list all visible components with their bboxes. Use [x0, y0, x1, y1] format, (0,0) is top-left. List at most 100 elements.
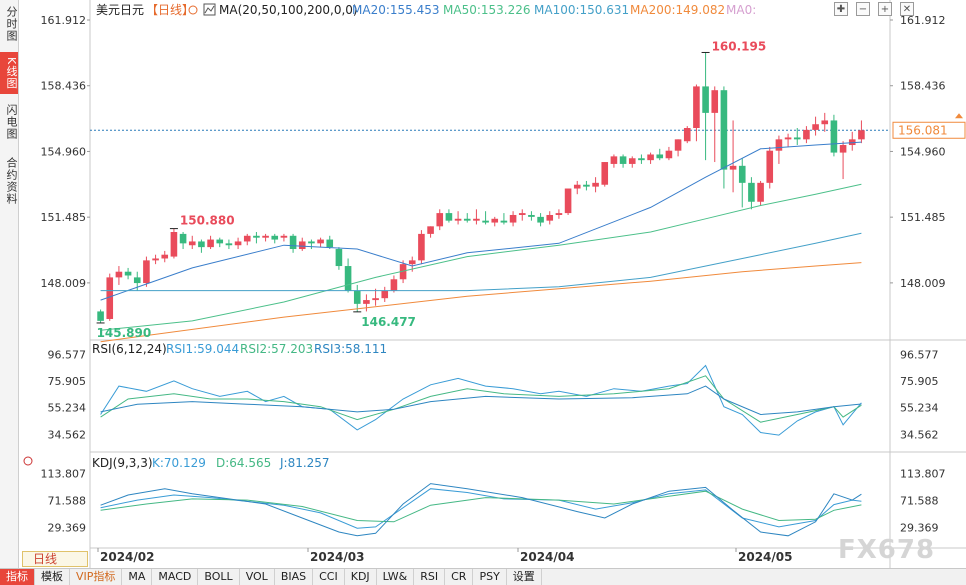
indicator-tab-cci[interactable]: CCI	[313, 569, 345, 585]
y-tick-label-right: 161.912	[900, 14, 946, 27]
candle-body	[280, 235, 288, 238]
candle-body	[399, 264, 407, 280]
close-icon[interactable]: ✕	[900, 2, 914, 16]
candle-body	[757, 182, 764, 202]
x-tick-label: 2024/02	[100, 550, 154, 564]
kdj-params-label: KDJ(9,3,3)	[92, 456, 153, 470]
indicator-tab-[interactable]: 设置	[507, 569, 542, 585]
candle-body	[619, 156, 627, 164]
period-button[interactable]: 日线	[22, 551, 88, 567]
candle-body	[170, 232, 178, 257]
candle-body	[647, 154, 654, 161]
candle-body	[693, 86, 700, 129]
x-tick-label: 2024/04	[520, 550, 574, 564]
tab-lightning[interactable]: 闪电图	[5, 104, 18, 140]
rsi-y-tick-right: 75.905	[900, 375, 939, 388]
tab-kline[interactable]: K线图	[0, 52, 18, 94]
price-annotation: 145.890	[97, 326, 152, 340]
rsi3-value: RSI3:58.111	[314, 342, 387, 356]
candle-body	[372, 298, 379, 301]
rsi-y-tick-right: 96.577	[900, 348, 939, 361]
plus-icon[interactable]: +	[878, 2, 892, 16]
minus-icon[interactable]: −	[856, 2, 870, 16]
y-tick-label: 158.436	[41, 80, 87, 93]
current-price-tag	[892, 121, 966, 139]
candle-body	[418, 233, 425, 261]
candle-body	[528, 214, 535, 217]
candle-body	[390, 279, 398, 291]
kdj-y-tick-right: 71.588	[900, 494, 939, 507]
tab-time-share[interactable]: 分时图	[5, 6, 18, 42]
candle-body	[408, 260, 416, 265]
candle-body	[683, 128, 691, 142]
candle-body	[702, 86, 709, 113]
indicator-tab-cr[interactable]: CR	[445, 569, 474, 585]
indicator-tab-[interactable]: 指标	[0, 569, 35, 585]
candle-body	[243, 235, 251, 242]
candle-body	[518, 213, 526, 215]
indicator-tab-psy[interactable]: PSY	[473, 569, 507, 585]
candle-body	[445, 213, 453, 221]
y-tick-label-right: 154.960	[900, 145, 946, 158]
indicator-tab-ma[interactable]: MA	[122, 569, 153, 585]
kdj-y-tick: 71.588	[48, 494, 87, 507]
candle-body	[133, 277, 141, 284]
candle-body	[803, 129, 810, 140]
y-tick-label: 154.960	[41, 145, 87, 158]
candle-body	[344, 266, 352, 291]
rsi-y-tick: 34.562	[48, 428, 87, 441]
candle-body	[674, 139, 682, 151]
candle-body	[253, 235, 260, 238]
candle-body	[500, 220, 508, 223]
candle-body	[812, 124, 819, 130]
candle-body	[161, 254, 169, 259]
indicator-tab-[interactable]: 模板	[35, 569, 70, 585]
kdj-line-j	[100, 483, 862, 537]
candle-body	[124, 271, 132, 276]
candle-body	[353, 290, 361, 304]
candle-body	[509, 214, 517, 223]
candle-body	[234, 241, 242, 246]
ma-line-ma200	[100, 262, 862, 343]
candle-body	[601, 162, 609, 185]
expand-icon[interactable]: ✚	[834, 2, 848, 16]
y-tick-label: 161.912	[41, 14, 87, 27]
candle-body	[216, 239, 224, 244]
tab-contract-info[interactable]: 合约资料	[5, 157, 18, 205]
kdj-y-tick: 29.369	[48, 521, 87, 534]
indicator-tab-macd[interactable]: MACD	[152, 569, 199, 585]
candle-body	[573, 184, 581, 189]
candle-body	[720, 90, 728, 170]
ma-line-ma100	[100, 232, 862, 292]
ma-line-ma50	[100, 183, 862, 331]
candle-body	[152, 258, 159, 261]
ma200-value: MA200:149.082	[630, 3, 725, 17]
candle-body	[775, 139, 783, 151]
indicator-tab-vol[interactable]: VOL	[240, 569, 275, 585]
candle-body	[308, 241, 315, 244]
candle-body	[427, 226, 434, 234]
rsi-line-rsi3	[100, 385, 862, 416]
candle-body	[555, 213, 563, 215]
kdj-line-k	[100, 488, 862, 529]
candle-body	[711, 90, 719, 113]
indicator-tab-kdj[interactable]: KDJ	[345, 569, 377, 585]
indicator-tab-bias[interactable]: BIAS	[275, 569, 314, 585]
indicator-tab-rsi[interactable]: RSI	[414, 569, 446, 585]
indicator-tab-boll[interactable]: BOLL	[198, 569, 240, 585]
candle-body	[271, 235, 279, 240]
chart-area[interactable]: 161.912 161.912 158.436 158.436 154.960 154.9…	[0, 0, 966, 568]
candle-body	[298, 241, 306, 250]
indicator-tab-vip[interactable]: VIP指标	[70, 569, 123, 585]
candle-body	[546, 214, 554, 221]
ma-chart-icon	[203, 3, 216, 16]
j-value: J:81.257	[279, 456, 330, 470]
price-annotation: 150.880	[180, 214, 235, 228]
ma-line-ma20	[100, 141, 862, 301]
candle-body	[326, 239, 334, 248]
candle-body	[748, 182, 755, 202]
candle-body	[858, 130, 865, 140]
candle-body	[463, 218, 471, 221]
indicator-tab-lw[interactable]: LW&	[377, 569, 415, 585]
candle-body	[106, 277, 114, 319]
